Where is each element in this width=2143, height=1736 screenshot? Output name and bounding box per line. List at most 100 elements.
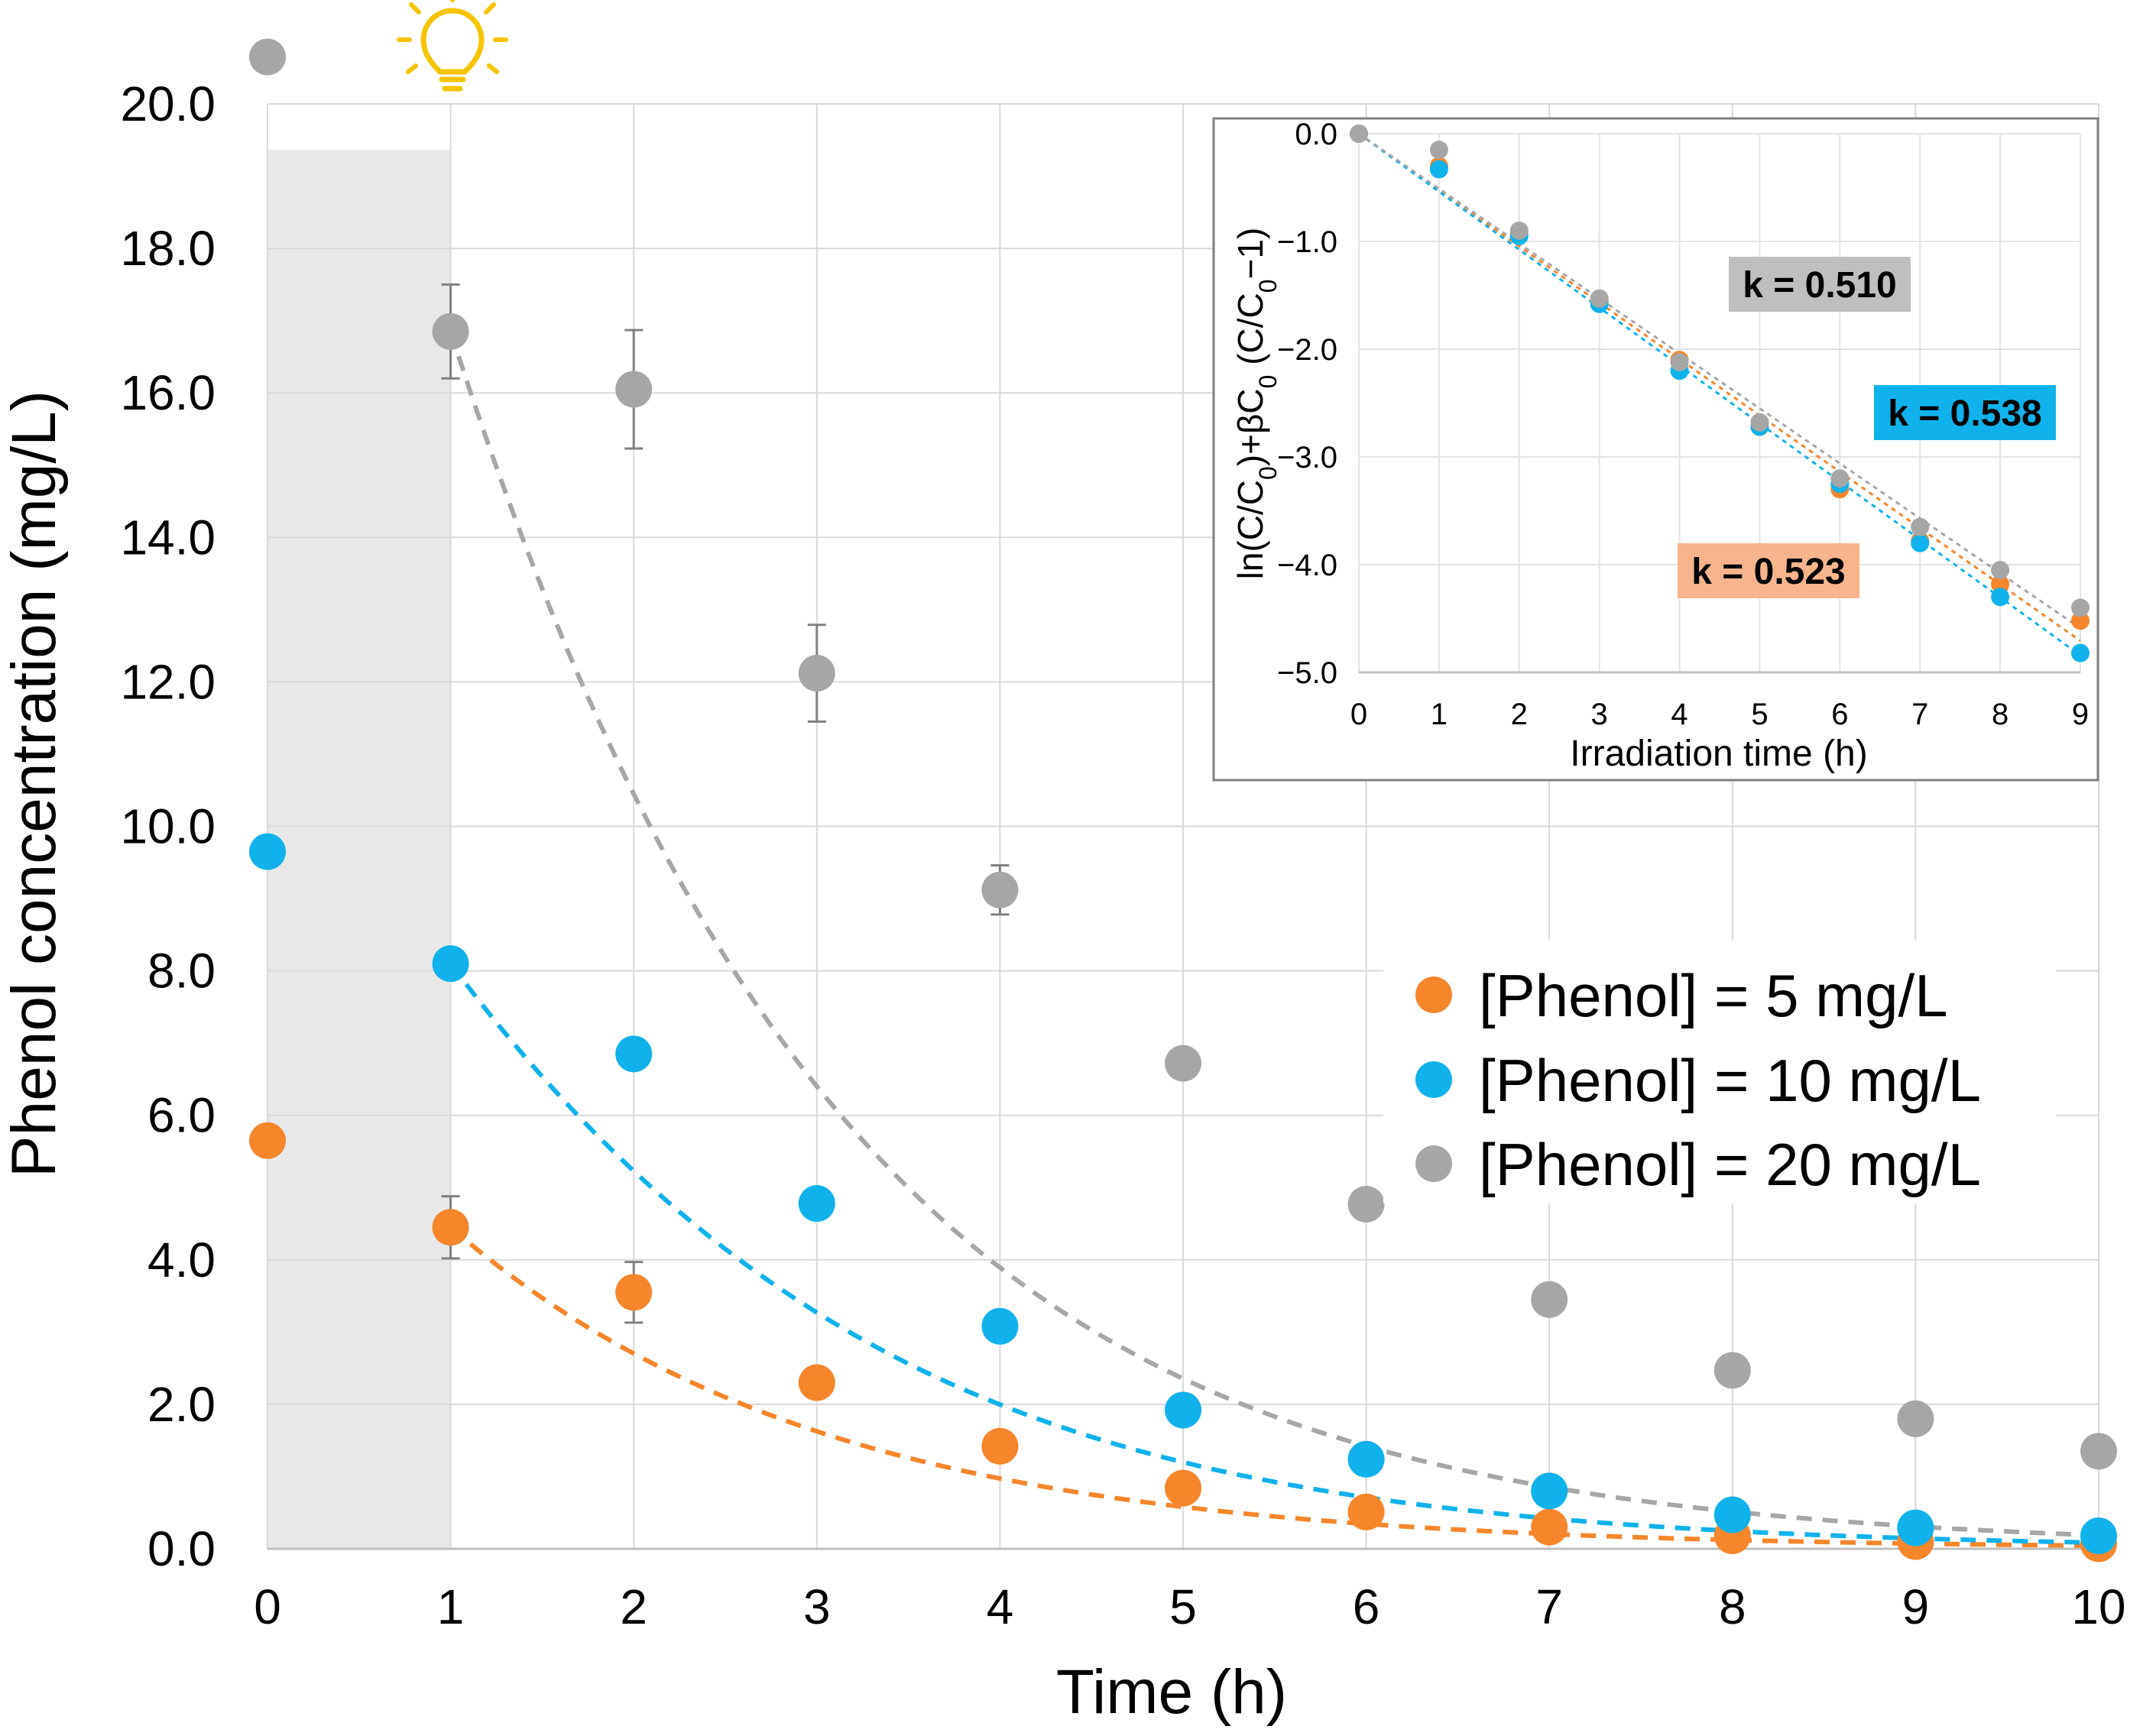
main-y-tick-label: 0.0 (148, 1521, 216, 1576)
inset-point-gray (1991, 561, 2010, 580)
main-y-tick-label: 10.0 (120, 799, 216, 854)
data-point-orange (798, 1364, 835, 1401)
legend-label-20mgL: [Phenol] = 20 mg/L (1479, 1131, 1981, 1198)
main-y-tick-label: 8.0 (148, 944, 216, 999)
data-point-orange (432, 1209, 469, 1246)
data-point-gray (615, 371, 653, 408)
main-x-tick-label: 8 (1719, 1579, 1746, 1634)
inset-fit-line-gray (1358, 132, 2081, 630)
inset-data-points (1350, 125, 2090, 662)
inset-fit-lines (1358, 132, 2081, 656)
data-point-blue (1347, 1440, 1385, 1478)
data-point-orange (1531, 1508, 1568, 1546)
main-y-tick-label: 14.0 (120, 510, 216, 565)
main-x-tick-label: 6 (1353, 1579, 1380, 1634)
data-point-blue (1165, 1391, 1201, 1429)
inset-y-tick-label: −1.0 (1277, 225, 1337, 259)
inset-x-tick-label: 0 (1350, 698, 1367, 731)
inset-point-gray (1911, 517, 1930, 536)
inset-fit-line-orange (1358, 132, 2081, 642)
main-x-tick-label: 4 (987, 1579, 1014, 1634)
main-fit-curves (448, 330, 2099, 1548)
main-x-tick-label: 0 (254, 1579, 281, 1634)
main-y-tick-labels: 0.0 2.0 4.0 6.0 8.0 10.0 12.0 14.0 16.0 18.0 20.0 (120, 76, 216, 1576)
fit-curve-gray (448, 330, 2099, 1538)
inset-x-tick-label: 5 (1751, 698, 1768, 731)
inset-x-tick-label: 3 (1591, 698, 1608, 731)
inset-point-gray (1590, 289, 1609, 308)
inset-point-gray (1670, 352, 1689, 371)
data-point-blue (1531, 1472, 1568, 1510)
main-x-tick-label: 9 (1902, 1579, 1930, 1634)
data-point-gray (1713, 1352, 1751, 1389)
main-y-tick-label: 6.0 (148, 1088, 216, 1143)
main-x-tick-label: 7 (1535, 1579, 1563, 1634)
main-x-tick-label: 5 (1169, 1579, 1197, 1634)
data-point-gray (1165, 1045, 1201, 1082)
data-point-gray (1347, 1185, 1385, 1223)
inset-frame (1212, 117, 2099, 782)
main-x-tick-label: 2 (620, 1579, 647, 1634)
main-y-tick-label: 2.0 (148, 1377, 216, 1432)
data-point-orange (1165, 1469, 1201, 1507)
data-point-blue (1897, 1509, 1934, 1547)
main-x-tick-label: 10 (2071, 1579, 2125, 1634)
legend-marker-10mgL (1415, 1061, 1452, 1098)
inset-gridlines (1358, 133, 2081, 674)
inset-point-gray (2071, 598, 2090, 617)
fit-curve-blue (449, 962, 2099, 1545)
main-y-tick-label: 20.0 (120, 76, 216, 131)
legend-label-10mgL: [Phenol] = 10 mg/L (1479, 1047, 1981, 1114)
lightbulb-icon (397, 0, 508, 92)
data-point-gray (1531, 1281, 1568, 1318)
inset-x-tick-labels: 0 1 2 3 4 5 6 7 8 9 (1350, 698, 2089, 731)
inset-x-tick-label: 9 (2072, 698, 2089, 731)
inset-x-tick-label: 1 (1431, 698, 1448, 731)
data-point-gray (981, 871, 1019, 908)
inset-x-tick-label: 2 (1511, 698, 1528, 731)
data-point-blue (981, 1307, 1019, 1345)
inset-y-tick-label: 0.0 (1295, 118, 1337, 151)
data-point-blue (249, 833, 286, 870)
main-x-tick-labels: 0 1 2 3 4 5 6 7 8 9 10 (254, 1579, 2125, 1634)
inset-y-tick-labels: 0.0 −1.0 −2.0 −3.0 −4.0 −5.0 (1277, 118, 1337, 690)
inset-y-tick-label: −4.0 (1277, 549, 1337, 582)
legend-label-5mgL: [Phenol] = 5 mg/L (1479, 962, 1948, 1029)
inset-point-orange (1991, 575, 2010, 594)
inset-x-axis-label: Irradiation time (h) (1570, 734, 1867, 774)
data-point-gray (432, 313, 469, 350)
legend-marker-20mgL (1415, 1145, 1452, 1182)
data-point-gray (798, 655, 835, 692)
inset-chart: 0 1 2 3 4 5 6 7 8 9 0.0 −1.0 −2.0 −3.0 −4.0 −5.0 Irrad… (1212, 117, 2099, 782)
dark-period-shade (267, 150, 451, 1549)
svg-text:k = 0.523: k = 0.523 (1691, 552, 1846, 592)
inset-point-gray (1350, 125, 1368, 143)
data-point-blue (432, 945, 469, 983)
inset-x-tick-label: 6 (1831, 698, 1848, 731)
main-x-tick-label: 1 (437, 1579, 465, 1634)
inset-y-tick-label: −5.0 (1277, 656, 1337, 690)
inset-annotation-orange: k = 0.523 (1678, 543, 1859, 598)
inset-fit-line-blue (1358, 132, 2081, 656)
main-y-tick-label: 4.0 (148, 1232, 216, 1287)
data-point-orange (249, 1122, 286, 1159)
inset-x-tick-label: 7 (1911, 698, 1928, 731)
data-point-orange (1347, 1493, 1385, 1530)
inset-annotation-gray: k = 0.510 (1729, 257, 1911, 312)
inset-y-tick-label: −3.0 (1277, 441, 1337, 474)
inset-point-gray (1750, 413, 1769, 432)
inset-point-blue (2071, 643, 2090, 662)
inset-point-blue (1991, 588, 2010, 607)
inset-x-tick-label: 4 (1671, 698, 1687, 731)
inset-y-tick-label: −2.0 (1277, 333, 1337, 367)
main-x-axis-label: Time (h) (1056, 1657, 1287, 1727)
main-y-tick-label: 16.0 (120, 365, 216, 420)
main-y-tick-label: 18.0 (120, 221, 216, 276)
main-error-bars (441, 283, 1010, 1324)
main-x-tick-label: 3 (803, 1579, 831, 1634)
data-point-blue (1713, 1496, 1751, 1534)
data-point-blue (2080, 1517, 2117, 1554)
data-point-gray (1897, 1400, 1934, 1437)
